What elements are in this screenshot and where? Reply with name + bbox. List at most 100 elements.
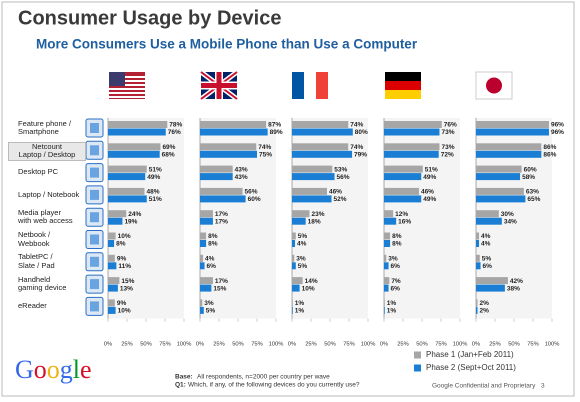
category-label: Netbook / Webbook [18, 230, 51, 248]
bar [200, 210, 213, 218]
value-label: 4% [297, 241, 307, 248]
bar [292, 306, 293, 314]
x-tick-label: 100% [269, 342, 284, 348]
value-label: 10% [118, 233, 131, 240]
bar [292, 121, 349, 128]
bar [200, 306, 204, 314]
page-number: 3 [541, 383, 545, 390]
value-label: 89% [270, 129, 283, 136]
value-label: 8% [392, 241, 402, 248]
device-icon-screen [90, 279, 99, 290]
value-label: 19% [124, 218, 137, 225]
value-label: 56% [337, 174, 350, 181]
x-tick-label: 100% [361, 342, 376, 348]
value-label: 15% [213, 285, 226, 292]
bar [292, 128, 353, 136]
bar [200, 262, 205, 270]
value-label: 46% [329, 189, 342, 196]
legend-label: Phase 1 (Jan+Feb 2011) [426, 350, 514, 359]
value-label: 3% [296, 256, 306, 263]
bar [476, 150, 542, 158]
bar [200, 277, 213, 285]
value-label: 49% [147, 174, 160, 181]
bar [200, 165, 233, 173]
value-label: 49% [423, 196, 436, 203]
device-icon-screen [90, 212, 99, 223]
value-label: 13% [120, 285, 133, 292]
flag-us [109, 72, 145, 99]
value-label: 9% [117, 300, 127, 307]
value-label: 10% [118, 308, 131, 315]
bar [292, 210, 310, 218]
value-label: 17% [215, 211, 228, 218]
bar [200, 143, 257, 151]
bar [476, 217, 502, 225]
flag-uk [199, 70, 239, 101]
value-label: 9% [117, 256, 127, 263]
value-label: 6% [391, 285, 401, 292]
bar [108, 254, 115, 262]
bar [292, 262, 296, 270]
bar [200, 284, 212, 292]
flag-japan [475, 71, 513, 100]
x-tick-label: 75% [159, 342, 171, 348]
bar [476, 232, 480, 240]
bar [476, 195, 526, 203]
value-label: 17% [215, 218, 228, 225]
bar [108, 299, 115, 307]
bar [476, 128, 549, 136]
x-tick-label: 0% [288, 342, 296, 348]
value-label: 43% [235, 166, 248, 173]
value-label: 8% [208, 241, 218, 248]
confidential: Google Confidential and Proprietary [432, 383, 536, 390]
x-tick-label: 25% [213, 342, 225, 348]
value-label: 38% [507, 285, 520, 292]
bar [384, 232, 391, 240]
x-tick-label: 100% [177, 342, 192, 348]
bar [292, 284, 300, 292]
bar [384, 173, 422, 181]
value-label: 16% [398, 218, 411, 225]
bar [384, 187, 419, 195]
value-label: 72% [441, 152, 454, 159]
bar [476, 165, 522, 173]
bar [108, 143, 161, 151]
x-tick-label: 50% [232, 342, 244, 348]
device-icon-screen [90, 256, 99, 267]
x-tick-label: 25% [121, 342, 133, 348]
bar [476, 254, 480, 262]
base-label: Base: [175, 374, 193, 381]
value-label: 68% [162, 152, 175, 159]
value-label: 69% [162, 144, 175, 151]
bar [384, 195, 422, 203]
title: Consumer Usage by Device [18, 7, 281, 29]
value-label: 4% [481, 233, 491, 240]
bar [476, 306, 478, 314]
value-label: 8% [392, 233, 402, 240]
bar [476, 121, 549, 128]
category-label: Handheld gaming device [18, 274, 67, 293]
value-label: 86% [543, 152, 556, 159]
x-tick-label: 0% [104, 342, 112, 348]
x-tick-label: 75% [251, 342, 263, 348]
x-tick-label: 50% [508, 342, 520, 348]
value-label: 46% [421, 189, 434, 196]
value-label: 34% [504, 218, 517, 225]
bar [292, 143, 349, 151]
bar [108, 210, 127, 218]
bar [200, 173, 233, 181]
bar [476, 143, 542, 151]
value-label: 80% [355, 129, 368, 136]
value-label: 10% [302, 285, 315, 292]
value-label: 23% [311, 211, 324, 218]
value-label: 2% [480, 308, 490, 315]
category-label: Desktop PC [18, 167, 59, 177]
bar [384, 165, 423, 173]
flag-germany [385, 72, 421, 99]
category-label: eReader [18, 301, 47, 311]
bar [384, 254, 387, 262]
value-label: 74% [258, 144, 271, 151]
bar [200, 121, 267, 128]
x-tick-label: 75% [527, 342, 539, 348]
